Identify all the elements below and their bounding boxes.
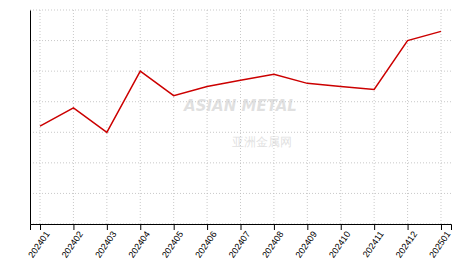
- x-grid-line: [173, 10, 174, 224]
- watermark: ASIAN METAL: [183, 97, 297, 115]
- x-tick: 202404: [126, 224, 151, 260]
- y-axis-line: [30, 11, 31, 225]
- x-tick-label: 202412: [394, 229, 419, 259]
- x-tick-mark: [140, 224, 141, 230]
- x-grid-line: [273, 10, 274, 224]
- x-tick: 202409: [294, 224, 319, 260]
- x-tick-mark: [207, 224, 208, 230]
- x-tick-label: 202402: [60, 229, 85, 259]
- x-grid-line: [73, 10, 74, 224]
- y-grid-line: [30, 132, 451, 133]
- x-grid-line: [106, 10, 107, 224]
- x-tick-label: 202405: [160, 229, 185, 259]
- data-line: [40, 31, 441, 132]
- x-grid-line: [207, 10, 208, 224]
- x-tick-mark: [307, 224, 308, 230]
- x-tick-label: 202401: [26, 229, 51, 259]
- x-tick: 202408: [260, 224, 285, 260]
- x-tick-mark: [107, 224, 108, 230]
- x-grid-line: [374, 10, 375, 224]
- x-tick: 202412: [394, 224, 419, 260]
- x-grid-line: [240, 10, 241, 224]
- x-tick-label: 202407: [227, 229, 252, 259]
- x-tick-mark: [274, 224, 275, 230]
- x-tick-mark: [408, 224, 409, 230]
- y-axis: [30, 11, 32, 225]
- x-tick-mark: [174, 224, 175, 230]
- x-tick: 202401: [26, 224, 51, 260]
- x-tick: 202402: [60, 224, 85, 260]
- x-grid-line: [140, 10, 141, 224]
- x-tick: 202501: [427, 224, 452, 260]
- x-tick-mark: [40, 224, 41, 230]
- marks: [40, 31, 441, 132]
- x-grid-line: [307, 10, 308, 224]
- x-tick: 202410: [327, 224, 352, 260]
- x-tick-label: 202404: [126, 229, 151, 259]
- x-tick-mark: [374, 224, 375, 230]
- x-tick: 202411: [361, 224, 386, 259]
- x-tick: 202403: [93, 224, 118, 260]
- x-tick-label: 202410: [327, 229, 352, 259]
- chart-svg: ASIAN METAL 亚洲金属网 202401 202402 202403 202404…: [0, 0, 466, 272]
- x-tick-mark: [341, 224, 342, 230]
- x-tick-label: 202409: [294, 229, 319, 259]
- x-tick-label: 202411: [361, 229, 386, 259]
- x-grid-line: [40, 10, 41, 224]
- x-tick-mark: [241, 224, 242, 230]
- x-grid-line: [340, 10, 341, 224]
- x-grid-line: [440, 10, 441, 224]
- x-tick: 202406: [193, 224, 218, 260]
- x-tick-label: 202501: [427, 229, 452, 259]
- x-tick-label: 202406: [193, 229, 218, 259]
- x-axis-line: [31, 225, 452, 231]
- x-axis: 202401 202402 202403 202404 202405 202406 2024…: [26, 224, 452, 260]
- x-tick: 202407: [227, 224, 252, 260]
- watermark: 亚洲金属网: [232, 135, 292, 149]
- x-tick-label: 202403: [93, 229, 118, 259]
- x-tick-mark: [73, 224, 74, 230]
- x-tick-label: 202408: [260, 229, 285, 259]
- grid: [30, 10, 451, 224]
- plot-area: ASIAN METAL 亚洲金属网 202401 202402 202403 202404…: [26, 10, 452, 260]
- x-tick: 202405: [160, 224, 185, 260]
- x-tick-mark: [441, 224, 442, 230]
- chart-container: ASIAN METAL 亚洲金属网 202401 202402 202403 202404…: [0, 0, 466, 272]
